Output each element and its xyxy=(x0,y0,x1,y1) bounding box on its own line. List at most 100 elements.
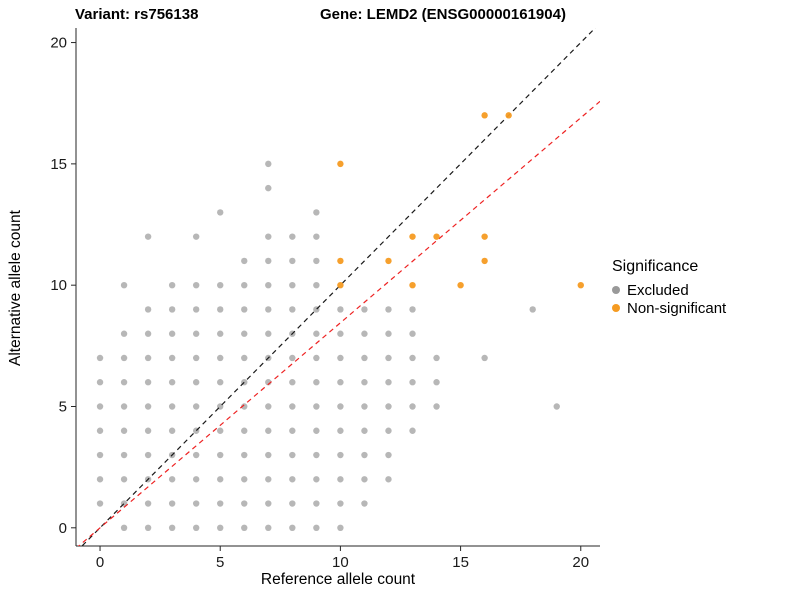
data-point-excluded xyxy=(192,379,200,386)
data-point-excluded xyxy=(144,427,152,434)
data-point-excluded xyxy=(385,354,392,362)
data-point-excluded xyxy=(265,451,272,459)
gene-title: Gene: LEMD2 (ENSG00000161904) xyxy=(320,6,566,23)
data-point-excluded xyxy=(265,403,272,410)
data-point-excluded xyxy=(289,476,296,483)
data-point-non-significant xyxy=(481,112,488,119)
data-point-excluded xyxy=(553,403,560,410)
data-point-excluded xyxy=(217,427,224,434)
data-point-excluded xyxy=(168,427,176,434)
data-point-excluded xyxy=(241,257,248,265)
data-point-excluded xyxy=(217,524,224,532)
data-point-excluded xyxy=(96,500,104,507)
data-point-excluded xyxy=(361,354,368,362)
data-point-non-significant xyxy=(457,281,464,289)
data-point-excluded xyxy=(361,451,368,459)
data-point-excluded xyxy=(241,524,248,532)
data-point-excluded xyxy=(337,500,344,507)
data-point-excluded xyxy=(265,476,272,483)
data-point-excluded xyxy=(313,451,320,459)
data-point-excluded xyxy=(96,379,104,386)
data-point-excluded xyxy=(361,403,368,410)
data-point-excluded xyxy=(192,476,200,483)
data-point-excluded xyxy=(265,257,272,265)
data-point-excluded xyxy=(192,306,200,313)
data-point-non-significant xyxy=(505,112,512,119)
data-point-excluded xyxy=(120,379,128,386)
data-point-excluded xyxy=(241,354,248,362)
data-point-excluded xyxy=(409,427,416,434)
data-point-excluded xyxy=(192,354,200,362)
data-point-non-significant xyxy=(409,233,416,240)
data-point-excluded xyxy=(217,354,224,362)
data-point-excluded xyxy=(313,330,320,337)
data-point-excluded xyxy=(313,476,320,483)
legend-item-nonsignificant: Non-significant xyxy=(612,299,726,317)
data-point-excluded xyxy=(361,306,368,313)
data-point-excluded xyxy=(168,379,176,386)
data-point-excluded xyxy=(217,476,224,483)
data-point-excluded xyxy=(217,451,224,459)
excluded-point-swatch xyxy=(612,286,620,294)
data-point-excluded xyxy=(313,500,320,507)
data-point-excluded xyxy=(361,500,368,507)
data-point-excluded xyxy=(265,330,272,337)
data-point-excluded xyxy=(433,379,440,386)
data-point-excluded xyxy=(313,524,320,532)
data-point-excluded xyxy=(217,500,224,507)
data-point-excluded xyxy=(120,354,128,362)
data-point-excluded xyxy=(409,379,416,386)
data-point-excluded xyxy=(168,524,176,532)
data-point-excluded xyxy=(168,476,176,483)
data-point-excluded xyxy=(337,330,344,337)
y-axis-label: Alternative allele count xyxy=(7,210,24,366)
data-point-excluded xyxy=(217,209,224,216)
data-point-excluded xyxy=(313,233,320,240)
data-point-excluded xyxy=(265,427,272,434)
data-point-non-significant xyxy=(385,257,392,265)
nonsignificant-point-swatch xyxy=(612,304,620,312)
data-point-excluded xyxy=(96,354,104,362)
data-point-excluded xyxy=(265,233,272,240)
data-point-excluded xyxy=(361,427,368,434)
data-point-excluded xyxy=(120,330,128,337)
data-point-excluded xyxy=(337,306,344,313)
data-point-excluded xyxy=(433,403,440,410)
data-point-excluded xyxy=(144,233,152,240)
data-point-non-significant xyxy=(409,281,416,289)
data-point-excluded xyxy=(409,354,416,362)
data-point-excluded xyxy=(96,451,104,459)
data-point-non-significant xyxy=(337,281,344,289)
data-point-excluded xyxy=(385,379,392,386)
data-point-excluded xyxy=(144,500,152,507)
data-point-excluded xyxy=(289,281,296,289)
data-point-excluded xyxy=(192,451,200,459)
data-point-excluded xyxy=(385,451,392,459)
data-point-non-significant xyxy=(337,160,344,168)
data-point-non-significant xyxy=(481,233,488,240)
data-point-excluded xyxy=(409,330,416,337)
data-point-excluded xyxy=(144,306,152,313)
data-point-excluded xyxy=(337,354,344,362)
data-point-excluded xyxy=(144,330,152,337)
data-point-excluded xyxy=(313,379,320,386)
data-point-excluded xyxy=(217,306,224,313)
data-point-excluded xyxy=(192,330,200,337)
data-point-excluded xyxy=(168,403,176,410)
x-tick-label: 5 xyxy=(216,554,224,571)
data-point-excluded xyxy=(289,257,296,265)
data-point-non-significant xyxy=(577,281,584,289)
data-point-excluded xyxy=(313,257,320,265)
data-point-excluded xyxy=(313,427,320,434)
data-point-excluded xyxy=(96,476,104,483)
data-point-excluded xyxy=(168,354,176,362)
data-point-excluded xyxy=(241,451,248,459)
data-point-excluded xyxy=(265,524,272,532)
data-point-excluded xyxy=(120,427,128,434)
data-point-excluded xyxy=(289,500,296,507)
data-point-excluded xyxy=(265,160,272,168)
data-point-excluded xyxy=(120,403,128,410)
data-point-excluded xyxy=(337,476,344,483)
data-point-non-significant xyxy=(481,257,488,265)
